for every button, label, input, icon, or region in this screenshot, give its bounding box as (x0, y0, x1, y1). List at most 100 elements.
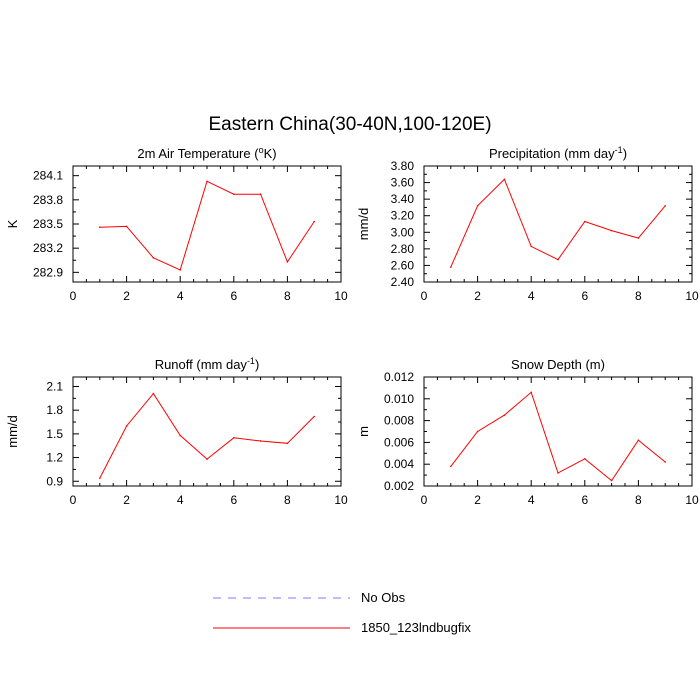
data-point (259, 440, 262, 442)
data-point (530, 245, 532, 248)
data-point (179, 434, 181, 437)
panel-title-superscript: -1 (615, 145, 623, 155)
y-tick-label: 283.5 (33, 217, 63, 231)
x-tick-label: 4 (177, 493, 184, 507)
panel-title-main: 2m Air Temperature ( (137, 146, 259, 161)
x-tick-label: 0 (70, 289, 77, 303)
y-tick-label: 2.40 (391, 275, 415, 289)
panel-title-superscript: o (259, 145, 264, 155)
data-point (610, 479, 613, 482)
plot-frame (72, 376, 342, 487)
x-tick-label: 0 (421, 289, 428, 303)
x-tick-label: 6 (230, 493, 237, 507)
x-tick-label: 10 (685, 493, 699, 507)
y-tick-label: 3.60 (391, 176, 415, 190)
panel-title: Snow Depth (m) (511, 357, 605, 372)
data-point (584, 220, 586, 223)
panel-title-superscript: -1 (247, 356, 255, 366)
legend-item: 1850_123lndbugfix (213, 620, 471, 635)
y-tick-label: 0.006 (384, 435, 414, 449)
y-axis-label: mm/d (5, 415, 20, 448)
y-tick-label: 282.9 (33, 265, 63, 279)
y-axis-label: mm/d (356, 208, 371, 241)
data-point (206, 458, 208, 460)
x-tick-label: 10 (334, 493, 348, 507)
y-tick-label: 0.010 (384, 392, 414, 406)
x-tick-label: 0 (70, 493, 77, 507)
y-tick-label: 3.40 (391, 192, 415, 206)
data-point (476, 204, 479, 207)
panel-title: Runoff (mm day-1) (155, 356, 260, 372)
x-tick-label: 0 (421, 493, 428, 507)
data-point (313, 415, 316, 418)
data-point (664, 461, 666, 463)
x-tick-label: 8 (284, 493, 291, 507)
y-tick-label: 283.2 (33, 241, 63, 255)
data-point (503, 178, 506, 181)
x-tick-label: 2 (123, 289, 130, 303)
y-tick-label: 2.1 (46, 379, 63, 393)
x-tick-label: 10 (685, 289, 699, 303)
y-tick-label: 1.8 (46, 403, 63, 417)
x-tick-label: 4 (528, 289, 535, 303)
legend-label: 1850_123lndbugfix (361, 620, 471, 635)
y-tick-label: 283.8 (33, 193, 63, 207)
data-point (152, 392, 155, 395)
x-tick-label: 2 (123, 493, 130, 507)
y-tick-label: 0.012 (384, 370, 414, 384)
y-tick-label: 2.60 (391, 258, 415, 272)
data-point (450, 465, 452, 468)
y-tick-label: 0.9 (46, 474, 63, 488)
x-tick-label: 6 (581, 493, 588, 507)
x-tick-label: 2 (474, 493, 481, 507)
data-point (313, 220, 316, 223)
data-point (233, 193, 235, 195)
x-tick-label: 2 (474, 289, 481, 303)
y-tick-label: 1.5 (46, 427, 63, 441)
data-point (152, 257, 155, 259)
data-point (286, 261, 289, 263)
y-tick-label: 3.00 (391, 225, 415, 239)
chart-panel-4: Snow Depth (m) m 0 2 4 6 8 10 0.002 0.004 0.006 0.0… (356, 357, 699, 507)
data-point (206, 180, 208, 183)
data-point (637, 237, 640, 239)
series-line (99, 180, 315, 271)
panel-title-end: ) (255, 357, 259, 372)
panel-title-end: K) (264, 146, 277, 161)
data-point (179, 269, 181, 271)
y-tick-label: 284.1 (33, 169, 63, 183)
y-tick-label: 0.002 (384, 479, 414, 493)
legend-label: No Obs (361, 590, 406, 605)
y-tick-label: 2.80 (391, 242, 415, 256)
panel-title: 2m Air Temperature (oK) (137, 145, 276, 161)
y-axis-label: K (5, 219, 20, 228)
data-point (233, 437, 235, 439)
data-point (125, 425, 128, 427)
data-point (557, 472, 559, 474)
x-tick-label: 6 (581, 289, 588, 303)
panel-title-main: Runoff (mm day (155, 357, 248, 372)
x-tick-label: 10 (334, 289, 348, 303)
x-tick-label: 8 (284, 289, 291, 303)
plot-frame (423, 376, 693, 487)
data-point (664, 204, 666, 207)
legend: No Obs 1850_123lndbugfix (213, 590, 471, 635)
y-tick-label: 3.20 (391, 209, 415, 223)
series-line (99, 392, 315, 479)
data-point (259, 193, 262, 195)
x-tick-label: 8 (635, 493, 642, 507)
series-line (450, 178, 666, 268)
y-tick-label: 3.80 (391, 159, 415, 173)
chart-panel-2: Precipitation (mm day-1) mm/d 0 2 4 6 8 10 2.40 2… (356, 145, 699, 303)
y-tick-label: 1.2 (46, 451, 63, 465)
legend-item: No Obs (213, 590, 406, 605)
panel-title-end: ) (623, 146, 627, 161)
plot-frame (72, 165, 342, 283)
data-point (584, 457, 586, 460)
x-tick-label: 4 (528, 493, 535, 507)
y-tick-label: 0.004 (384, 457, 414, 471)
data-point (450, 266, 452, 268)
data-point (637, 439, 640, 442)
y-axis-label: m (356, 426, 371, 437)
